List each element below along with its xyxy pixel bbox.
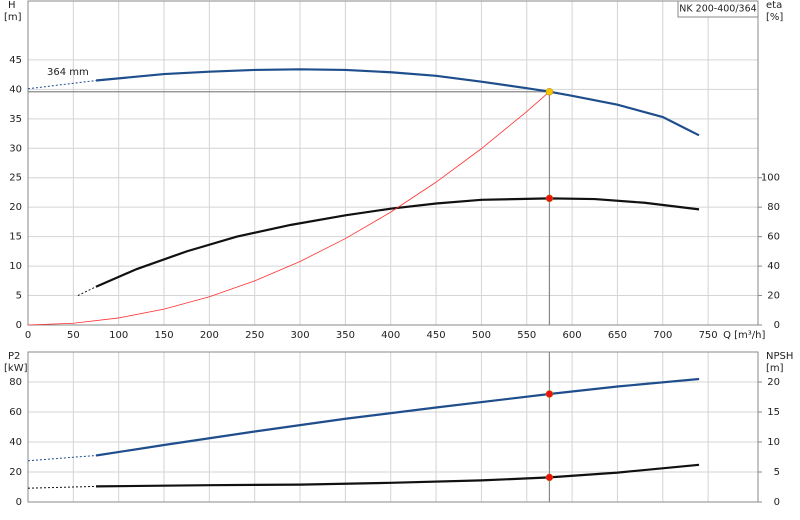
curve bbox=[27, 455, 97, 462]
x-tick-label: 250 bbox=[245, 330, 264, 341]
y-tick-label: 0 bbox=[16, 497, 22, 508]
x-tick-label: 500 bbox=[472, 330, 491, 341]
y2-tick-label: 0 bbox=[774, 320, 780, 331]
y-tick-label: 5 bbox=[16, 291, 22, 302]
x-tick-label: 400 bbox=[381, 330, 400, 341]
x-tick-label: 100 bbox=[109, 330, 128, 341]
x-tick-label: 0 bbox=[25, 330, 31, 341]
x-tick-label: 600 bbox=[563, 330, 582, 341]
y-tick-label: 0 bbox=[16, 320, 22, 331]
y2-tick-label: 80 bbox=[767, 202, 780, 213]
x-tick-label: 700 bbox=[653, 330, 672, 341]
operating-point bbox=[545, 194, 554, 203]
curve bbox=[77, 286, 97, 296]
y-tick-label: 20 bbox=[9, 202, 22, 213]
y-tick-label: 30 bbox=[9, 143, 22, 154]
curve bbox=[96, 463, 700, 488]
operating-point bbox=[545, 87, 554, 96]
y-tick-label: 20 bbox=[9, 467, 22, 478]
y2-axis-label: NPSH bbox=[766, 351, 793, 362]
y-tick-label: 80 bbox=[9, 377, 22, 388]
y2-tick-label: 20 bbox=[767, 291, 780, 302]
operating-point bbox=[545, 390, 554, 398]
y-tick-label: 25 bbox=[9, 173, 22, 184]
y2-tick-label: 0 bbox=[774, 497, 780, 508]
x-tick-label: 350 bbox=[336, 330, 355, 341]
y2-axis-label: eta bbox=[766, 0, 782, 11]
plot-frame bbox=[27, 351, 759, 503]
y2-tick-label: 100 bbox=[761, 173, 780, 184]
curve bbox=[27, 91, 550, 326]
x-tick-label: 150 bbox=[154, 330, 173, 341]
y-tick-label: 10 bbox=[9, 261, 22, 272]
x-tick-label: 650 bbox=[608, 330, 627, 341]
y2-tick-label: 20 bbox=[767, 377, 780, 388]
x-axis-label: Q [m³/h] bbox=[723, 330, 765, 341]
y-axis-unit: [m] bbox=[4, 12, 22, 23]
y2-tick-label: 5 bbox=[774, 467, 780, 478]
curve bbox=[95, 377, 700, 457]
plot-frame bbox=[27, 0, 759, 326]
operating-point bbox=[545, 473, 554, 482]
y-tick-label: 60 bbox=[9, 407, 22, 418]
y2-axis-unit: [m] bbox=[766, 363, 784, 374]
x-tick-label: 550 bbox=[517, 330, 536, 341]
curve bbox=[95, 68, 700, 137]
x-tick-label: 200 bbox=[200, 330, 219, 341]
x-tick-label: 450 bbox=[427, 330, 446, 341]
y2-tick-label: 40 bbox=[767, 261, 780, 272]
y-axis-label: P2 bbox=[8, 351, 20, 362]
y-tick-label: 40 bbox=[9, 437, 22, 448]
y-axis-label: H bbox=[8, 0, 16, 11]
y-tick-label: 45 bbox=[9, 55, 22, 66]
y-axis-unit: [kW] bbox=[4, 363, 28, 374]
y2-tick-label: 60 bbox=[767, 232, 780, 243]
curve-annotation: 364 mm bbox=[47, 67, 89, 78]
chart-title: NK 200-400/364 bbox=[679, 4, 756, 15]
y-tick-label: 40 bbox=[9, 84, 22, 95]
curve bbox=[95, 197, 700, 288]
x-tick-label: 300 bbox=[291, 330, 310, 341]
x-tick-label: 750 bbox=[699, 330, 718, 341]
x-tick-label: 50 bbox=[67, 330, 80, 341]
y2-tick-label: 15 bbox=[767, 407, 780, 418]
y-tick-label: 35 bbox=[9, 114, 22, 125]
curve bbox=[27, 485, 97, 489]
y2-axis-unit: [%] bbox=[766, 12, 783, 23]
title-box bbox=[677, 0, 759, 18]
curve bbox=[27, 80, 97, 90]
y-tick-label: 15 bbox=[9, 232, 22, 243]
y2-tick-label: 10 bbox=[767, 437, 780, 448]
